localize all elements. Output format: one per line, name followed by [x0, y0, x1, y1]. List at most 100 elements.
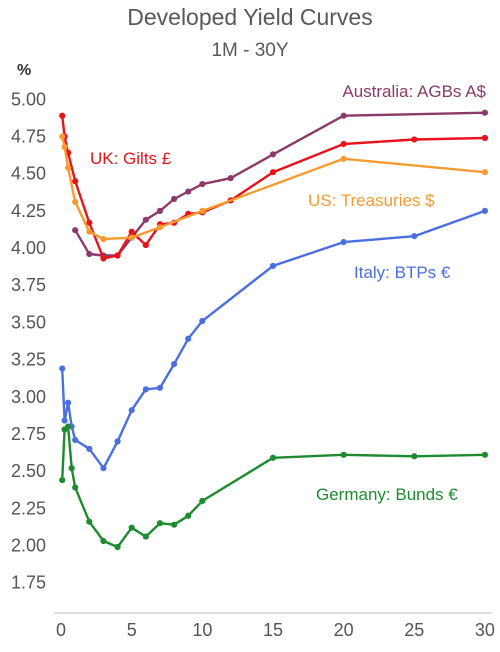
series-line-1 [61, 115, 485, 260]
data-point [156, 520, 164, 527]
data-point [86, 228, 93, 235]
data-point [199, 207, 206, 214]
data-point [128, 524, 135, 531]
data-point [481, 109, 489, 116]
chart-title: Developed Yield Curves [127, 4, 373, 30]
data-point [170, 360, 178, 368]
data-point [61, 143, 68, 151]
series-line-4 [61, 425, 485, 549]
data-point [72, 198, 79, 206]
y-tick-label: 4.00 [11, 238, 46, 258]
data-point [65, 399, 72, 406]
data-point [86, 445, 93, 452]
data-point [72, 436, 79, 444]
data-point [68, 465, 75, 472]
data-point [481, 134, 489, 142]
y-tick-label: 2.50 [11, 461, 46, 481]
data-point [142, 533, 149, 540]
series-label: US: Treasuries $ [308, 191, 435, 210]
data-point [100, 255, 107, 262]
data-point [114, 252, 121, 259]
data-point [199, 317, 206, 325]
data-point [114, 438, 121, 445]
data-point [142, 241, 149, 249]
x-tick-label: 25 [404, 620, 424, 640]
data-point [269, 454, 277, 461]
y-tick-label: 3.75 [11, 275, 46, 295]
data-point [269, 151, 277, 158]
series-label: Australia: AGBs A$ [342, 82, 486, 101]
data-point [86, 219, 93, 226]
data-point [411, 136, 418, 143]
y-axis-unit-label: % [17, 62, 32, 79]
data-point [59, 365, 66, 372]
data-point [72, 227, 79, 234]
series-label: Germany: Bunds € [316, 485, 458, 504]
data-point [185, 188, 192, 195]
data-point [100, 537, 107, 545]
data-point [100, 236, 107, 243]
data-point [481, 451, 489, 458]
x-tick-label: 30 [475, 620, 495, 640]
data-point [340, 451, 347, 458]
data-point [411, 233, 418, 240]
data-point [340, 239, 347, 246]
y-tick-label: 2.25 [11, 498, 46, 518]
data-point [481, 169, 489, 176]
data-point [59, 476, 66, 484]
data-point [199, 181, 206, 188]
series-label: UK: Gilts £ [90, 149, 172, 168]
y-tick-label: 3.00 [11, 387, 46, 407]
x-tick-label: 10 [192, 620, 212, 640]
y-tick-label: 2.00 [11, 536, 46, 556]
y-tick-label: 4.75 [11, 127, 46, 147]
data-point [340, 112, 347, 119]
data-point [128, 234, 135, 241]
y-tick-label: 2.75 [11, 424, 46, 444]
x-tick-label: 20 [334, 620, 354, 640]
data-point [142, 386, 149, 393]
data-point [170, 521, 178, 528]
data-point [156, 224, 164, 231]
data-point [411, 453, 418, 460]
data-point [72, 484, 79, 491]
y-tick-label: 4.50 [11, 164, 46, 184]
data-point [185, 512, 192, 519]
data-point [199, 497, 206, 504]
data-point [61, 417, 68, 424]
chart-subtitle: 1M - 30Y [211, 40, 289, 61]
x-tick-label: 0 [56, 620, 66, 640]
data-point [128, 407, 135, 414]
y-tick-label: 4.25 [11, 201, 46, 221]
data-point [227, 175, 234, 182]
data-point [170, 195, 178, 203]
data-point [86, 250, 93, 258]
data-point [340, 155, 347, 162]
data-point [269, 262, 277, 270]
data-point [340, 140, 347, 148]
data-point [128, 228, 135, 235]
y-tick-label: 3.50 [11, 312, 46, 332]
data-point [481, 207, 489, 214]
data-point [269, 169, 277, 176]
data-point [156, 207, 164, 214]
series-label: Italy: BTPs € [354, 263, 451, 282]
x-tick-label: 15 [263, 620, 283, 640]
data-point [185, 335, 192, 342]
y-tick-label: 3.25 [11, 350, 46, 370]
series-line-3 [61, 209, 486, 470]
data-point [65, 423, 72, 430]
data-point [65, 164, 72, 171]
data-point [59, 112, 66, 119]
data-point [156, 384, 164, 391]
data-point [100, 465, 107, 472]
data-point [114, 543, 121, 551]
y-tick-label: 1.75 [11, 573, 46, 593]
x-tick-label: 5 [127, 620, 137, 640]
data-point [86, 518, 93, 525]
y-tick-label: 5.00 [11, 89, 46, 109]
data-point [142, 216, 149, 223]
data-point [72, 178, 79, 185]
data-point [59, 133, 66, 140]
